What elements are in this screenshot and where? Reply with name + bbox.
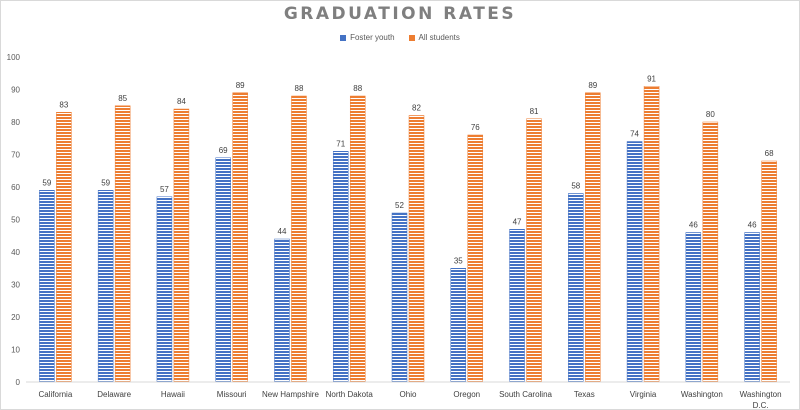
legend-label-all-students: All students xyxy=(418,33,460,42)
legend-item-all-students: All students xyxy=(408,33,460,42)
data-label-all-students-oregon: 76 xyxy=(471,123,480,132)
y-tick-label-60: 60 xyxy=(11,183,20,192)
data-label-all-students-washington-d-c: 68 xyxy=(765,149,774,158)
y-tick-label-100: 100 xyxy=(7,53,21,62)
data-label-all-students-virginia: 91 xyxy=(647,74,656,83)
bar-foster-youth-texas xyxy=(568,193,584,383)
legend: Foster youth All students xyxy=(0,33,800,42)
data-label-all-students-ohio: 82 xyxy=(412,104,421,113)
legend-item-foster-youth: Foster youth xyxy=(340,33,395,42)
legend-label-foster-youth: Foster youth xyxy=(350,33,395,42)
legend-swatch-all-students xyxy=(408,34,415,41)
bar-foster-youth-ohio xyxy=(391,212,408,383)
x-axis: California Delaware Hawaii Missouri New Hamp… xyxy=(26,381,790,410)
bar-all-students-california xyxy=(56,112,72,383)
x-tick-label-south-carolina: South Carolina xyxy=(499,390,552,399)
bar-all-students-washington-d-c xyxy=(761,160,777,383)
bar-foster-youth-new-hampshire xyxy=(274,238,290,383)
data-label-all-students-missouri: 89 xyxy=(236,81,245,90)
y-tick-label-80: 80 xyxy=(11,118,20,127)
data-label-all-students-texas: 89 xyxy=(588,81,597,90)
bar-foster-youth-washington xyxy=(685,232,702,383)
y-tick-label-90: 90 xyxy=(11,86,20,95)
data-label-all-students-washington: 80 xyxy=(706,110,715,119)
x-tick-label-delaware: Delaware xyxy=(97,390,131,399)
y-tick-label-0: 0 xyxy=(16,378,21,387)
legend-swatch-foster-youth xyxy=(340,34,347,41)
bars: 59 83 59 85 57 84 69 89 44 88 71 88 52 82 35 76 47 81 58 89… xyxy=(39,74,777,383)
data-label-foster-youth-virginia: 74 xyxy=(630,130,639,139)
bar-all-students-south-carolina xyxy=(526,118,542,383)
bar-all-students-delaware xyxy=(114,105,131,383)
chart-title: GRADUATION RATES xyxy=(283,4,517,24)
y-tick-label-70: 70 xyxy=(11,151,20,160)
bar-foster-youth-south-carolina xyxy=(509,229,525,383)
data-label-foster-youth-washington: 46 xyxy=(689,221,698,230)
x-tick-label-missouri: Missouri xyxy=(217,390,247,399)
bar-foster-youth-north-dakota xyxy=(332,151,349,383)
data-label-foster-youth-north-dakota: 71 xyxy=(336,139,345,148)
x-tick-label-hawaii: Hawaii xyxy=(161,390,185,399)
y-axis: 0 10 20 30 40 50 60 70 80 90 100 xyxy=(7,53,21,387)
data-label-all-students-delaware: 85 xyxy=(118,94,127,103)
data-label-all-students-south-carolina: 81 xyxy=(530,107,539,116)
data-label-foster-youth-oregon: 35 xyxy=(454,256,463,265)
bar-foster-youth-california xyxy=(39,190,55,383)
data-label-foster-youth-missouri: 69 xyxy=(219,146,228,155)
bar-foster-youth-hawaii xyxy=(156,196,173,383)
x-tick-label-north-dakota: North Dakota xyxy=(326,390,374,399)
y-tick-label-30: 30 xyxy=(11,281,20,290)
data-label-foster-youth-hawaii: 57 xyxy=(160,185,169,194)
data-label-foster-youth-washington-d-c: 46 xyxy=(748,221,757,230)
x-tick-label-texas: Texas xyxy=(574,390,595,399)
bar-all-students-oregon xyxy=(467,134,484,383)
data-label-foster-youth-texas: 58 xyxy=(571,182,580,191)
x-tick-label-oregon: Oregon xyxy=(453,390,480,399)
bar-foster-youth-delaware xyxy=(97,190,114,383)
x-tick-label-california: California xyxy=(38,390,72,399)
x-tick-label-washington-d-c-line2: D.C. xyxy=(753,401,769,410)
bar-all-students-hawaii xyxy=(173,108,190,383)
x-tick-label-virginia: Virginia xyxy=(630,390,657,399)
data-label-foster-youth-south-carolina: 47 xyxy=(513,217,522,226)
data-label-foster-youth-delaware: 59 xyxy=(101,178,110,187)
y-tick-label-10: 10 xyxy=(11,346,20,355)
bar-foster-youth-missouri xyxy=(215,157,231,383)
x-tick-label-washington-d-c-line1: Washington xyxy=(740,390,782,399)
data-label-all-students-new-hampshire: 88 xyxy=(295,84,304,93)
bar-all-students-washington xyxy=(702,121,719,383)
data-label-all-students-hawaii: 84 xyxy=(177,97,186,106)
bar-all-students-texas xyxy=(585,92,601,383)
bar-all-students-north-dakota xyxy=(349,95,366,383)
bar-all-students-missouri xyxy=(232,92,248,383)
data-label-foster-youth-california: 59 xyxy=(42,178,51,187)
x-tick-label-new-hampshire: New Hampshire xyxy=(262,390,319,399)
x-tick-label-ohio: Ohio xyxy=(400,390,417,399)
bar-foster-youth-virginia xyxy=(626,141,643,383)
data-label-all-students-north-dakota: 88 xyxy=(353,84,362,93)
data-label-foster-youth-new-hampshire: 44 xyxy=(278,227,287,236)
x-tick-label-washington: Washington xyxy=(681,390,723,399)
bar-foster-youth-oregon xyxy=(450,268,467,383)
bar-all-students-virginia xyxy=(643,86,660,383)
y-tick-label-50: 50 xyxy=(11,216,20,225)
y-tick-label-20: 20 xyxy=(11,313,20,322)
bar-foster-youth-washington-d-c xyxy=(744,232,760,383)
y-tick-label-40: 40 xyxy=(11,248,20,257)
data-label-all-students-california: 83 xyxy=(59,100,68,109)
bar-all-students-new-hampshire xyxy=(291,95,307,383)
data-label-foster-youth-ohio: 52 xyxy=(395,201,404,210)
bar-all-students-ohio xyxy=(408,115,425,383)
